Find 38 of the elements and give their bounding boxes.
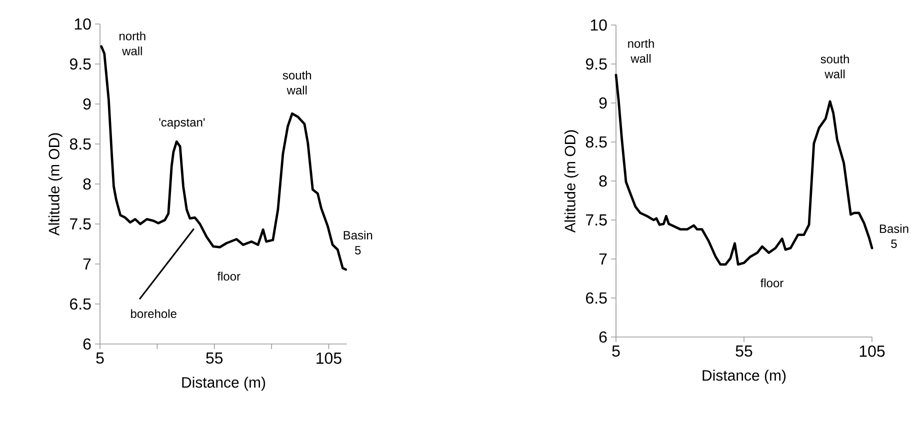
y-axis-title: Altitude (m OD) bbox=[564, 130, 578, 233]
y-tick-label: 10 bbox=[590, 19, 607, 31]
y-tick-label: 6 bbox=[83, 338, 91, 350]
y-tick-label: 6.5 bbox=[70, 298, 91, 310]
y-tick-label: 9.5 bbox=[586, 58, 607, 70]
annotation: floor bbox=[760, 278, 784, 288]
x-axis-title: Distance (m) bbox=[182, 376, 266, 391]
x-tick-label: 5 bbox=[96, 352, 104, 364]
annotation: south wall bbox=[820, 54, 849, 78]
y-tick-label: 6.5 bbox=[586, 292, 607, 304]
y-tick-label: 6 bbox=[599, 331, 607, 343]
y-tick-label: 8 bbox=[83, 178, 91, 190]
y-tick-label: 8.5 bbox=[70, 138, 91, 150]
x-tick-label: 105 bbox=[860, 346, 885, 357]
y-tick-label: 10 bbox=[74, 18, 91, 30]
x-axis-title: Distance (m) bbox=[702, 370, 786, 384]
y-tick-label: 9.5 bbox=[70, 58, 91, 70]
y-tick-label: 7 bbox=[83, 258, 91, 270]
y-axis-title: Altitude (m OD) bbox=[48, 133, 62, 236]
annotation: north wall bbox=[120, 32, 146, 56]
x-tick-label: 55 bbox=[736, 346, 752, 357]
y-tick-label: 9 bbox=[599, 97, 607, 109]
y-tick-label: 7.5 bbox=[70, 218, 91, 230]
y-tick-label: 8.5 bbox=[586, 136, 607, 148]
y-tick-label: 7.5 bbox=[586, 214, 607, 226]
annotation: floor bbox=[217, 272, 240, 281]
x-tick-label: 105 bbox=[316, 352, 342, 364]
x-tick-label: 55 bbox=[206, 352, 223, 364]
y-tick-label: 7 bbox=[599, 253, 607, 264]
annotation: Basin 5 bbox=[880, 224, 908, 248]
annotation: north wall bbox=[628, 39, 654, 63]
annotation: borehole bbox=[131, 309, 176, 318]
annotation: south wall bbox=[282, 70, 312, 94]
annotation: 'capstan' bbox=[159, 118, 205, 129]
x-tick-label: 5 bbox=[612, 346, 620, 357]
annotation: Basin 5 bbox=[344, 230, 372, 254]
y-tick-label: 8 bbox=[599, 175, 607, 187]
y-tick-label: 9 bbox=[83, 98, 91, 110]
